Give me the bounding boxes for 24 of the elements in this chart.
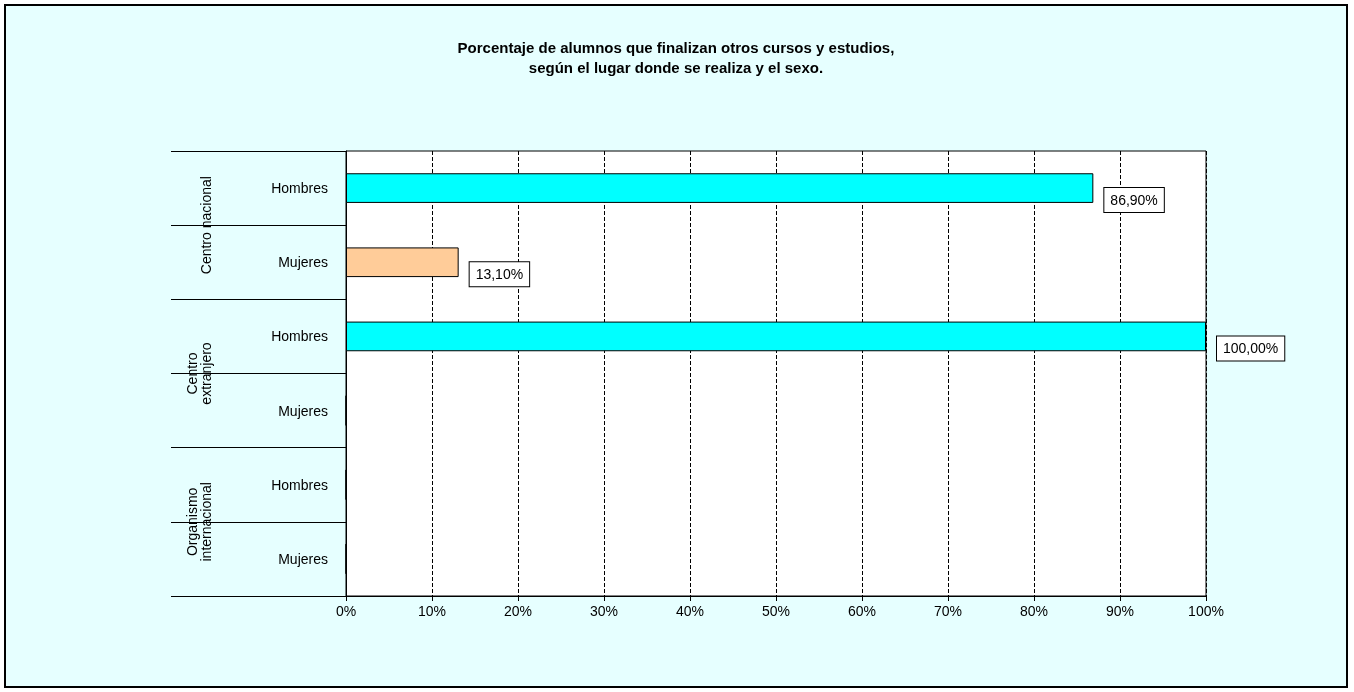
- y-tick-label: Mujeres: [278, 550, 328, 567]
- x-tick-label: 70%: [933, 603, 963, 619]
- x-tick-label: 20%: [503, 603, 533, 619]
- x-tick-label: 40%: [675, 603, 705, 619]
- x-tick-label: 50%: [761, 603, 791, 619]
- text: Centro nacional: [198, 176, 214, 275]
- x-tick-label: 100%: [1188, 603, 1224, 619]
- y-tick-label: Hombres: [271, 328, 328, 345]
- x-tick-label: 30%: [589, 603, 619, 619]
- x-tick-label: 80%: [1019, 603, 1049, 619]
- y-tick-label: Mujeres: [278, 254, 328, 271]
- y-tick-label: Mujeres: [278, 402, 328, 419]
- x-tick-label: 0%: [335, 603, 357, 619]
- text: Organismo internacional: [184, 482, 214, 562]
- x-tick-label: 10%: [417, 603, 447, 619]
- x-tick-label: 60%: [847, 603, 877, 619]
- data-label: 86,90%: [1110, 192, 1158, 209]
- y-tick-label: Hombres: [271, 476, 328, 493]
- text: Centro extranjero: [184, 342, 214, 405]
- data-label: 100,00%: [1223, 340, 1279, 357]
- data-label: 13,10%: [475, 266, 524, 283]
- y-tick-label: Hombres: [271, 180, 328, 197]
- x-tick-label: 90%: [1105, 603, 1135, 619]
- chart-title: Porcentaje de alumnos que finalizan otros cursos y estudios, según el lugar donde se realiza y el sexo.: [457, 38, 895, 76]
